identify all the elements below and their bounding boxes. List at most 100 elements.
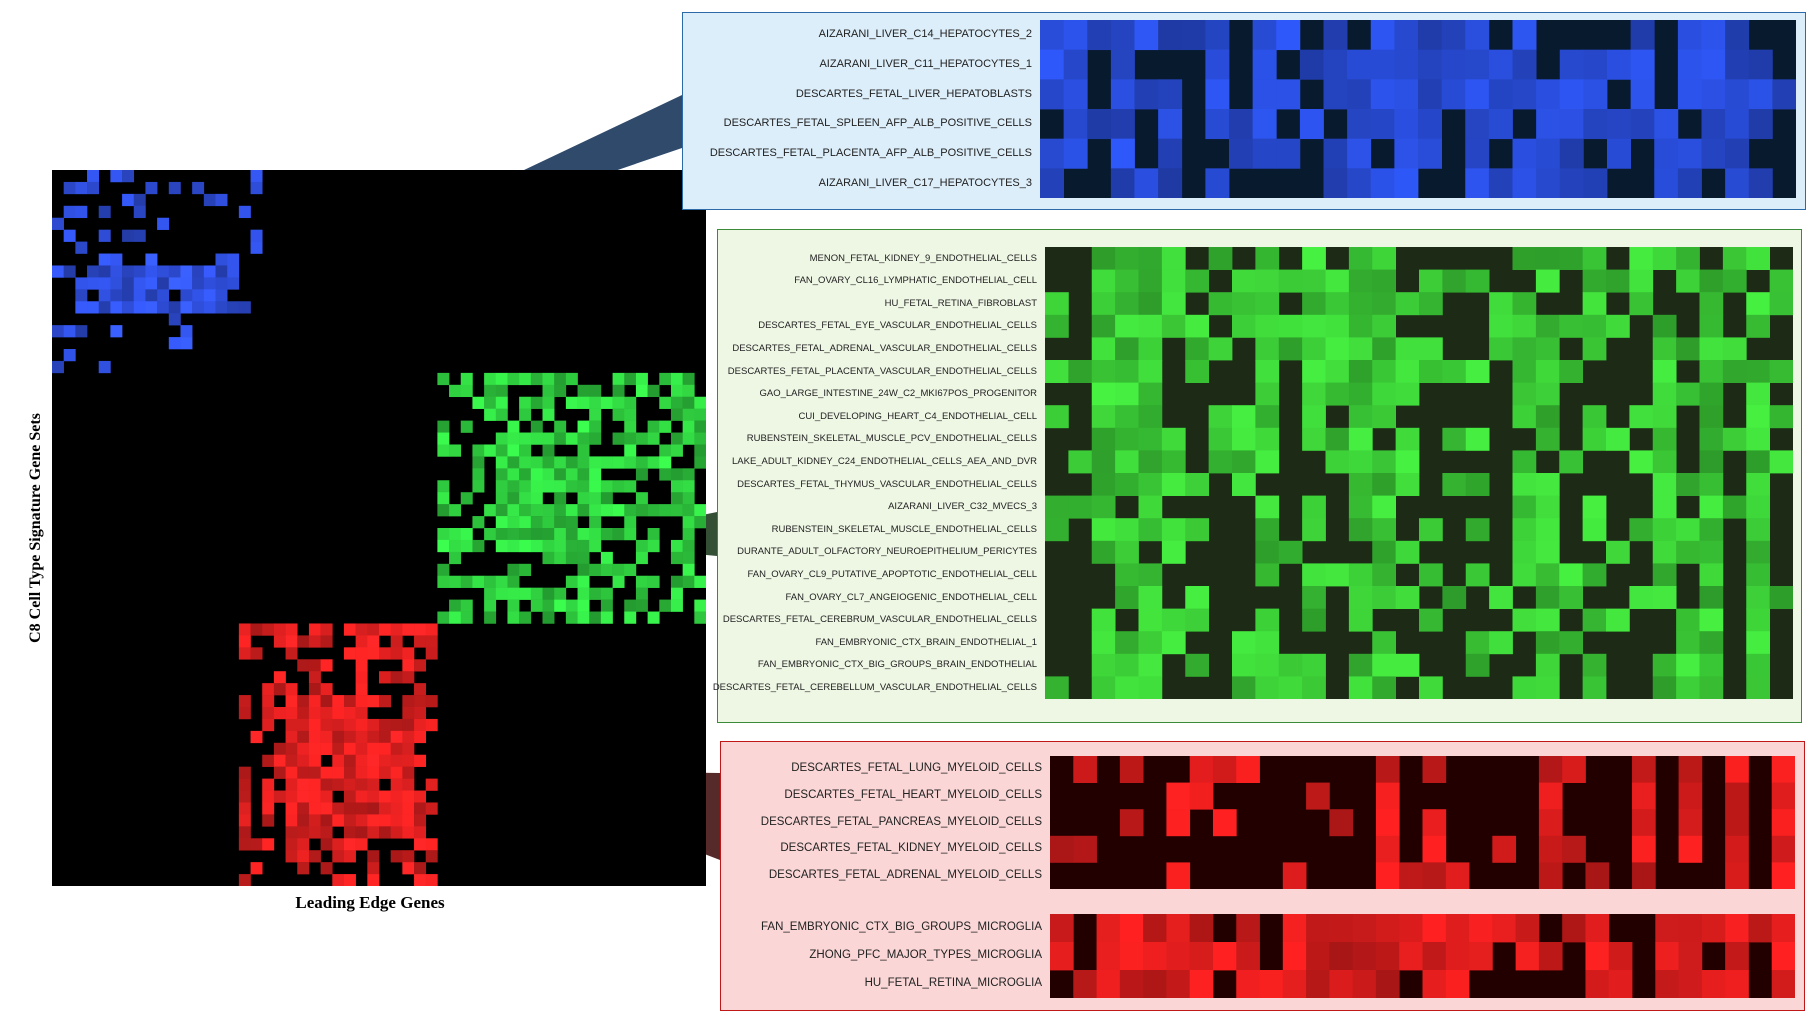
overview-cell	[425, 718, 438, 732]
overview-cell	[262, 814, 275, 827]
overview-cell	[554, 420, 567, 433]
heatmap-cell	[1746, 427, 1771, 451]
heatmap-cell	[1676, 382, 1700, 406]
heatmap-cell	[1652, 495, 1677, 519]
heatmap-cell	[1585, 970, 1610, 998]
heatmap-cell	[1512, 337, 1537, 361]
heatmap-cell	[1232, 314, 1256, 338]
overview-cell	[367, 766, 380, 779]
heatmap-cell	[1208, 247, 1233, 270]
overview-cell	[367, 814, 380, 827]
heatmap-cell	[1045, 495, 1069, 519]
heatmap-cell	[1562, 756, 1586, 783]
overview-cell	[320, 838, 333, 851]
heatmap-cell	[1138, 382, 1163, 406]
heatmap-cell	[1607, 49, 1632, 80]
row-label: AIZARANI_LIVER_C17_HEPATOCYTES_3	[818, 176, 1032, 189]
overview-cell	[659, 420, 672, 433]
heatmap-cell	[1630, 49, 1655, 80]
overview-cell	[63, 349, 76, 362]
overview-cell	[98, 205, 111, 219]
heatmap-cell	[1441, 49, 1466, 80]
heatmap-cell	[1677, 49, 1702, 80]
heatmap-cell	[1302, 337, 1326, 361]
overview-cell	[554, 599, 567, 612]
heatmap-cell	[1559, 586, 1584, 609]
overview-cell	[238, 874, 251, 886]
heatmap-cell	[1677, 138, 1702, 169]
heatmap-cell	[1325, 360, 1350, 383]
overview-cell	[215, 277, 228, 290]
overview-cell	[238, 635, 251, 648]
heatmap-cell	[1110, 109, 1135, 140]
overview-cell	[484, 575, 497, 588]
overview-cell	[379, 826, 391, 839]
heatmap-cell	[1699, 631, 1724, 655]
row-label: DESCARTES_FETAL_SPLEEN_AFP_ALB_POSITIVE_…	[723, 117, 1032, 130]
overview-cell	[519, 396, 532, 409]
overview-cell	[402, 814, 415, 827]
heatmap-cell	[1725, 138, 1750, 169]
overview-cell	[507, 539, 520, 553]
heatmap-cell	[1325, 563, 1350, 587]
heatmap-cell	[1375, 862, 1400, 889]
heatmap-cell	[1746, 540, 1771, 564]
overview-cell	[320, 742, 333, 756]
heatmap-cell	[1746, 314, 1771, 338]
overview-cell	[612, 432, 625, 445]
overview-cell	[624, 599, 637, 612]
overview-cell	[168, 181, 181, 195]
overview-cell	[495, 528, 508, 541]
heatmap-cell	[1161, 540, 1186, 564]
overview-cell	[180, 289, 193, 302]
overview-cell	[694, 456, 706, 469]
overview-cell	[624, 516, 637, 529]
overview-cell	[238, 826, 251, 839]
overview-cell	[157, 217, 170, 230]
overview-cell	[203, 265, 216, 278]
heatmap-cell	[1654, 109, 1679, 140]
heatmap-cell	[1091, 676, 1116, 699]
overview-cell	[402, 766, 415, 779]
overview-cell	[460, 575, 473, 588]
overview-cell	[612, 575, 625, 588]
heatmap-cell	[1185, 337, 1210, 361]
heatmap-cell	[1394, 49, 1419, 80]
overview-cell	[355, 814, 368, 827]
heatmap-cell	[1347, 168, 1372, 198]
heatmap-cell	[1138, 608, 1163, 632]
heatmap-cell	[1348, 382, 1373, 406]
heatmap-cell	[1189, 942, 1214, 971]
overview-cell	[600, 563, 613, 577]
overview-cell	[460, 372, 473, 386]
overview-cell	[87, 181, 100, 195]
heatmap-cell	[1255, 495, 1280, 519]
overview-cell	[308, 671, 321, 684]
heatmap-cell	[1489, 337, 1513, 361]
overview-cell	[320, 718, 333, 732]
overview-cell	[530, 456, 543, 469]
heatmap-cell	[1091, 382, 1116, 406]
heatmap-cell	[1582, 495, 1607, 519]
overview-cell	[554, 551, 567, 565]
overview-cell	[670, 599, 683, 612]
overview-cell	[519, 587, 532, 600]
heatmap-cell	[1699, 518, 1724, 542]
heatmap-cell	[1771, 809, 1795, 837]
heatmap-cell	[1394, 79, 1419, 110]
heatmap-cell	[1582, 608, 1607, 632]
overview-cell	[332, 695, 345, 708]
heatmap-cell	[1138, 631, 1163, 655]
overview-cell	[192, 265, 205, 278]
overview-cell	[414, 707, 427, 720]
overview-cell	[203, 289, 216, 302]
overview-cell	[75, 301, 88, 314]
heatmap-cell	[1535, 247, 1560, 270]
heatmap-cell	[1325, 427, 1350, 451]
heatmap-cell	[1189, 970, 1214, 998]
heatmap-cell	[1746, 405, 1771, 429]
overview-cell	[530, 420, 543, 433]
heatmap-cell	[1725, 862, 1749, 889]
heatmap-cell	[1091, 360, 1116, 383]
heatmap-cell	[1465, 168, 1490, 198]
